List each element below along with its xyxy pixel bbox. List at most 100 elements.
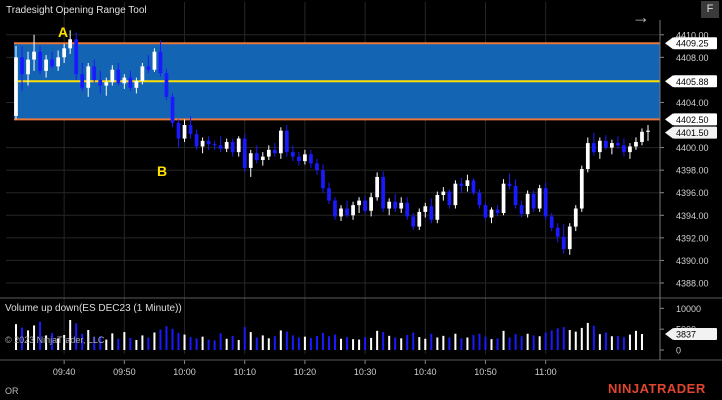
volume-bar (496, 338, 499, 350)
volume-bar (117, 338, 120, 350)
candle-body (610, 143, 614, 148)
candle-body (230, 141, 235, 153)
level-tag: 4409.25 (676, 39, 709, 49)
volume-bar (490, 339, 493, 350)
volume-bar (243, 327, 246, 350)
candle-body (321, 170, 325, 189)
candle-body (363, 200, 367, 211)
volume-bar (604, 332, 607, 350)
candle-body (417, 211, 422, 227)
volume-last-tag-bg (673, 328, 717, 341)
f-button[interactable]: F (701, 1, 719, 18)
time-tick-label: 10:00 (173, 367, 196, 377)
indicator-label-or: OR (5, 386, 19, 396)
volume-bar (628, 334, 631, 350)
volume-bar (526, 333, 529, 350)
volume-tick-label: 10000 (676, 304, 701, 314)
candle-body (200, 140, 205, 147)
candle-body (62, 48, 67, 58)
price-tags: 4409.25 4405.88 4402.50 4401.50 3837 (665, 37, 717, 341)
candle-body (278, 130, 283, 154)
candle-body (134, 81, 139, 88)
candle-body (507, 183, 512, 186)
volume-bar (406, 335, 409, 350)
volume-bar (430, 333, 433, 350)
candle-body (224, 141, 229, 149)
candle-body (537, 188, 542, 209)
volume-bar (111, 333, 114, 350)
candle-body (483, 205, 488, 218)
candle-body (116, 69, 121, 84)
candle-body (50, 59, 54, 67)
volume-bar (315, 335, 318, 350)
price-tick-label: 4410.00 (676, 30, 709, 40)
volume-bar (454, 333, 457, 350)
candle-body (206, 140, 211, 145)
candle-body (495, 209, 500, 214)
candle-body (646, 130, 650, 132)
volume-bar (201, 336, 204, 350)
price-tick-label: 4408.00 (676, 53, 709, 63)
volume-bar (538, 336, 541, 350)
volume-bar (580, 327, 583, 350)
volume-bar (610, 336, 613, 350)
candle-body (453, 183, 458, 206)
candle-body (164, 73, 169, 97)
candle-body (38, 51, 42, 71)
time-tick-label: 10:10 (233, 367, 256, 377)
level-tag-bg (673, 75, 717, 88)
volume-bar (105, 339, 108, 350)
volume-bar (334, 334, 337, 350)
volume-bar (622, 337, 625, 350)
volume-bar (27, 330, 30, 350)
level-tag-bg (673, 113, 717, 126)
right-arrow-icon[interactable]: → (632, 7, 650, 27)
volume-bar (574, 331, 577, 350)
candle-body (68, 39, 73, 49)
candlestick-series (14, 30, 650, 255)
candle-body (44, 59, 48, 71)
candle-body (333, 200, 337, 217)
candle-body (291, 152, 295, 157)
volume-bar (346, 337, 349, 350)
price-tick-label: 4390.00 (676, 256, 709, 266)
candle-body (152, 51, 157, 70)
volume-bar (267, 338, 270, 350)
candle-body (327, 188, 331, 201)
volume-bar (303, 336, 306, 350)
volume-bar (297, 337, 300, 350)
volume-bar (213, 340, 216, 350)
marker-b: B (157, 163, 168, 179)
price-tick-label: 4394.00 (676, 211, 709, 221)
volume-tick-label: 0 (676, 346, 681, 356)
level-tag: 4402.50 (676, 115, 709, 125)
candle-body (56, 57, 60, 67)
volume-bar (358, 339, 361, 350)
candle-body (525, 193, 530, 215)
ninjatrader-logo: NINJATRADER (608, 381, 706, 396)
volume-bar (586, 322, 589, 350)
chart-title: Tradesight Opening Range Tool (6, 5, 147, 16)
candle-body (579, 169, 584, 209)
time-tick-label: 10:50 (474, 367, 497, 377)
volume-bar (382, 332, 385, 350)
time-tick-label: 11:00 (535, 367, 557, 377)
level-tag-pointer (665, 126, 673, 139)
candle-body (634, 141, 638, 147)
volume-series (15, 320, 643, 350)
candle-body (351, 205, 355, 216)
candle-body (387, 201, 392, 209)
volume-bar (370, 337, 373, 350)
candle-body (459, 183, 464, 186)
volume-bar (400, 338, 403, 350)
volume-bar (69, 320, 72, 350)
volume-bar (57, 338, 60, 350)
volume-bar (466, 337, 469, 350)
volume-bar (45, 335, 48, 350)
volume-bar (129, 337, 132, 350)
volume-bar (376, 330, 379, 350)
volume-bar (81, 333, 84, 350)
volume-bar (93, 337, 96, 350)
candle-body (471, 180, 476, 193)
